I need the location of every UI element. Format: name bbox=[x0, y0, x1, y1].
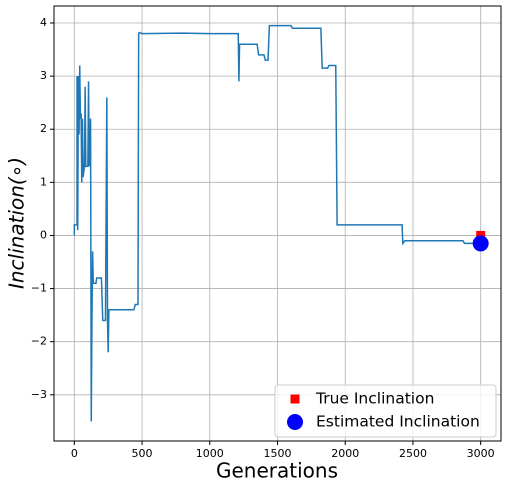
x-tick-label: 2500 bbox=[399, 447, 427, 460]
y-tick-label: −2 bbox=[31, 335, 47, 348]
y-tick-label: −1 bbox=[31, 282, 47, 295]
y-tick-label: 1 bbox=[40, 175, 47, 188]
legend-box bbox=[274, 384, 497, 438]
x-tick-label: 0 bbox=[71, 447, 78, 460]
legend-marker bbox=[290, 394, 300, 404]
y-tick-label: 0 bbox=[40, 228, 47, 241]
legend-marker bbox=[287, 414, 303, 430]
legend: True Inclination Estimated Inclination bbox=[274, 384, 497, 438]
y-tick-label: 3 bbox=[40, 69, 47, 82]
x-tick-label: 3000 bbox=[467, 447, 495, 460]
legend-label: True Inclination bbox=[315, 390, 434, 408]
data-line bbox=[73, 24, 481, 422]
x-axis-label: Generations bbox=[216, 459, 338, 483]
legend-label: Estimated Inclination bbox=[316, 413, 480, 431]
y-axis-label: Inclination(∘) bbox=[5, 157, 29, 289]
y-tick-label: 2 bbox=[40, 122, 47, 135]
plot-frame bbox=[53, 5, 502, 442]
y-tick-label: 4 bbox=[40, 16, 47, 29]
scatter-point bbox=[472, 235, 489, 252]
y-tick-label: −3 bbox=[31, 388, 47, 401]
x-tick-label: 2000 bbox=[331, 447, 359, 460]
x-tick-label: 1500 bbox=[264, 447, 292, 460]
x-tick-label: 500 bbox=[132, 447, 153, 460]
x-tick-label: 1000 bbox=[196, 447, 224, 460]
